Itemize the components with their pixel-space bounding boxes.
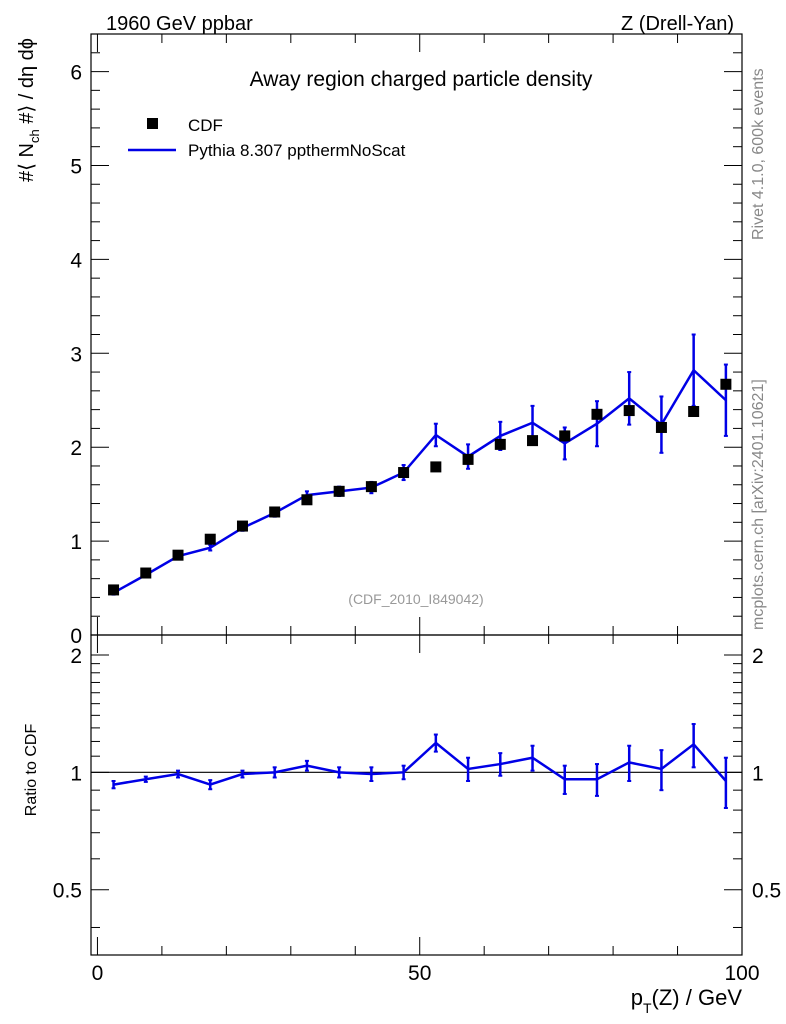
legend-pythia-label: Pythia 8.307 ppthermNoScat (188, 141, 406, 160)
ratio-y-tick-label-left: 2 (70, 645, 82, 668)
cdf-data-point (204, 533, 216, 545)
main-data-layer (108, 333, 732, 596)
y-label-post: #⟩ / dη dϕ (16, 38, 38, 129)
ratio-y-tick-label-left: 1 (70, 762, 82, 785)
cdf-data-point (430, 461, 442, 473)
rivet-label: Rivet 4.1.0, 600k events (750, 68, 767, 240)
legend-cdf-label: CDF (188, 116, 223, 135)
main-y-tick-label: 6 (70, 62, 82, 85)
cdf-data-point (333, 485, 345, 497)
ratio-mc-line (113, 741, 727, 786)
main-y-tick-label: 4 (70, 249, 82, 272)
cdf-data-point (398, 467, 410, 479)
cdf-data-point (269, 506, 281, 518)
ratio-y-tick-labels: 0.5 0.5 1 1 2 2 (53, 645, 781, 903)
x-tick-labels: 0 50 100 (92, 962, 760, 985)
main-axis-ticks (91, 34, 743, 636)
mc-line (112, 368, 727, 594)
mcplots-label: mcplots.cern.ch [arXiv:2401.10621] (750, 379, 767, 630)
ratio-y-tick-label-right: 0.5 (752, 880, 781, 903)
ratio-y-tick-label-right: 1 (752, 762, 764, 785)
legend-cdf-marker (147, 118, 158, 129)
plot-title: Away region charged particle density (250, 68, 593, 91)
ratio-y-axis-label: Ratio to CDF (23, 724, 40, 817)
x-tick-label: 100 (724, 962, 759, 985)
y-label-pre: #⟨ N (16, 143, 38, 182)
process-label: Z (Drell-Yan) (621, 13, 734, 35)
cdf-data-point (365, 481, 377, 493)
x-tick-label: 0 (92, 962, 104, 985)
cdf-data-point (236, 520, 248, 532)
cdf-data-point (140, 567, 152, 579)
cdf-data-point (623, 405, 635, 417)
cdf-data-point (108, 584, 120, 596)
analysis-watermark: (CDF_2010_I849042) (348, 591, 483, 607)
x-label-pre: p (631, 985, 643, 1010)
cdf-data-point (172, 549, 184, 561)
cdf-data-point (494, 438, 506, 450)
main-y-tick-label: 5 (70, 155, 82, 178)
ratio-axis-ticks (91, 635, 743, 955)
main-y-tick-labels: 0 1 2 3 4 5 6 (70, 62, 82, 648)
y-label-sub: ch (27, 129, 42, 143)
ratio-y-tick-label-right: 2 (752, 645, 764, 668)
main-y-tick-label: 0 (70, 625, 82, 648)
main-y-tick-label: 2 (70, 437, 82, 460)
ratio-panel-frame (90, 634, 743, 956)
ratio-y-tick-label-left: 0.5 (53, 880, 82, 903)
ratio-data-layer (91, 723, 742, 810)
cdf-data-point (559, 430, 571, 442)
cdf-data-point (591, 408, 603, 420)
cdf-data-point (720, 378, 732, 390)
x-axis-label: pT(Z) / GeV (631, 985, 743, 1016)
energy-label: 1960 GeV ppbar (106, 13, 253, 35)
main-y-tick-label: 3 (70, 343, 82, 366)
cdf-data-point (655, 421, 667, 433)
main-y-tick-label: 1 (70, 531, 82, 554)
cdf-data-point (301, 494, 313, 506)
cdf-data-point (527, 435, 539, 447)
x-label-sub: T (643, 1000, 652, 1016)
main-y-axis-label: #⟨ Nch #⟩ / dη dϕ (16, 38, 42, 182)
cdf-data-point (688, 406, 700, 418)
x-label-post: (Z) / GeV (652, 985, 743, 1010)
x-tick-label: 50 (408, 962, 431, 985)
cdf-data-point (462, 453, 474, 465)
